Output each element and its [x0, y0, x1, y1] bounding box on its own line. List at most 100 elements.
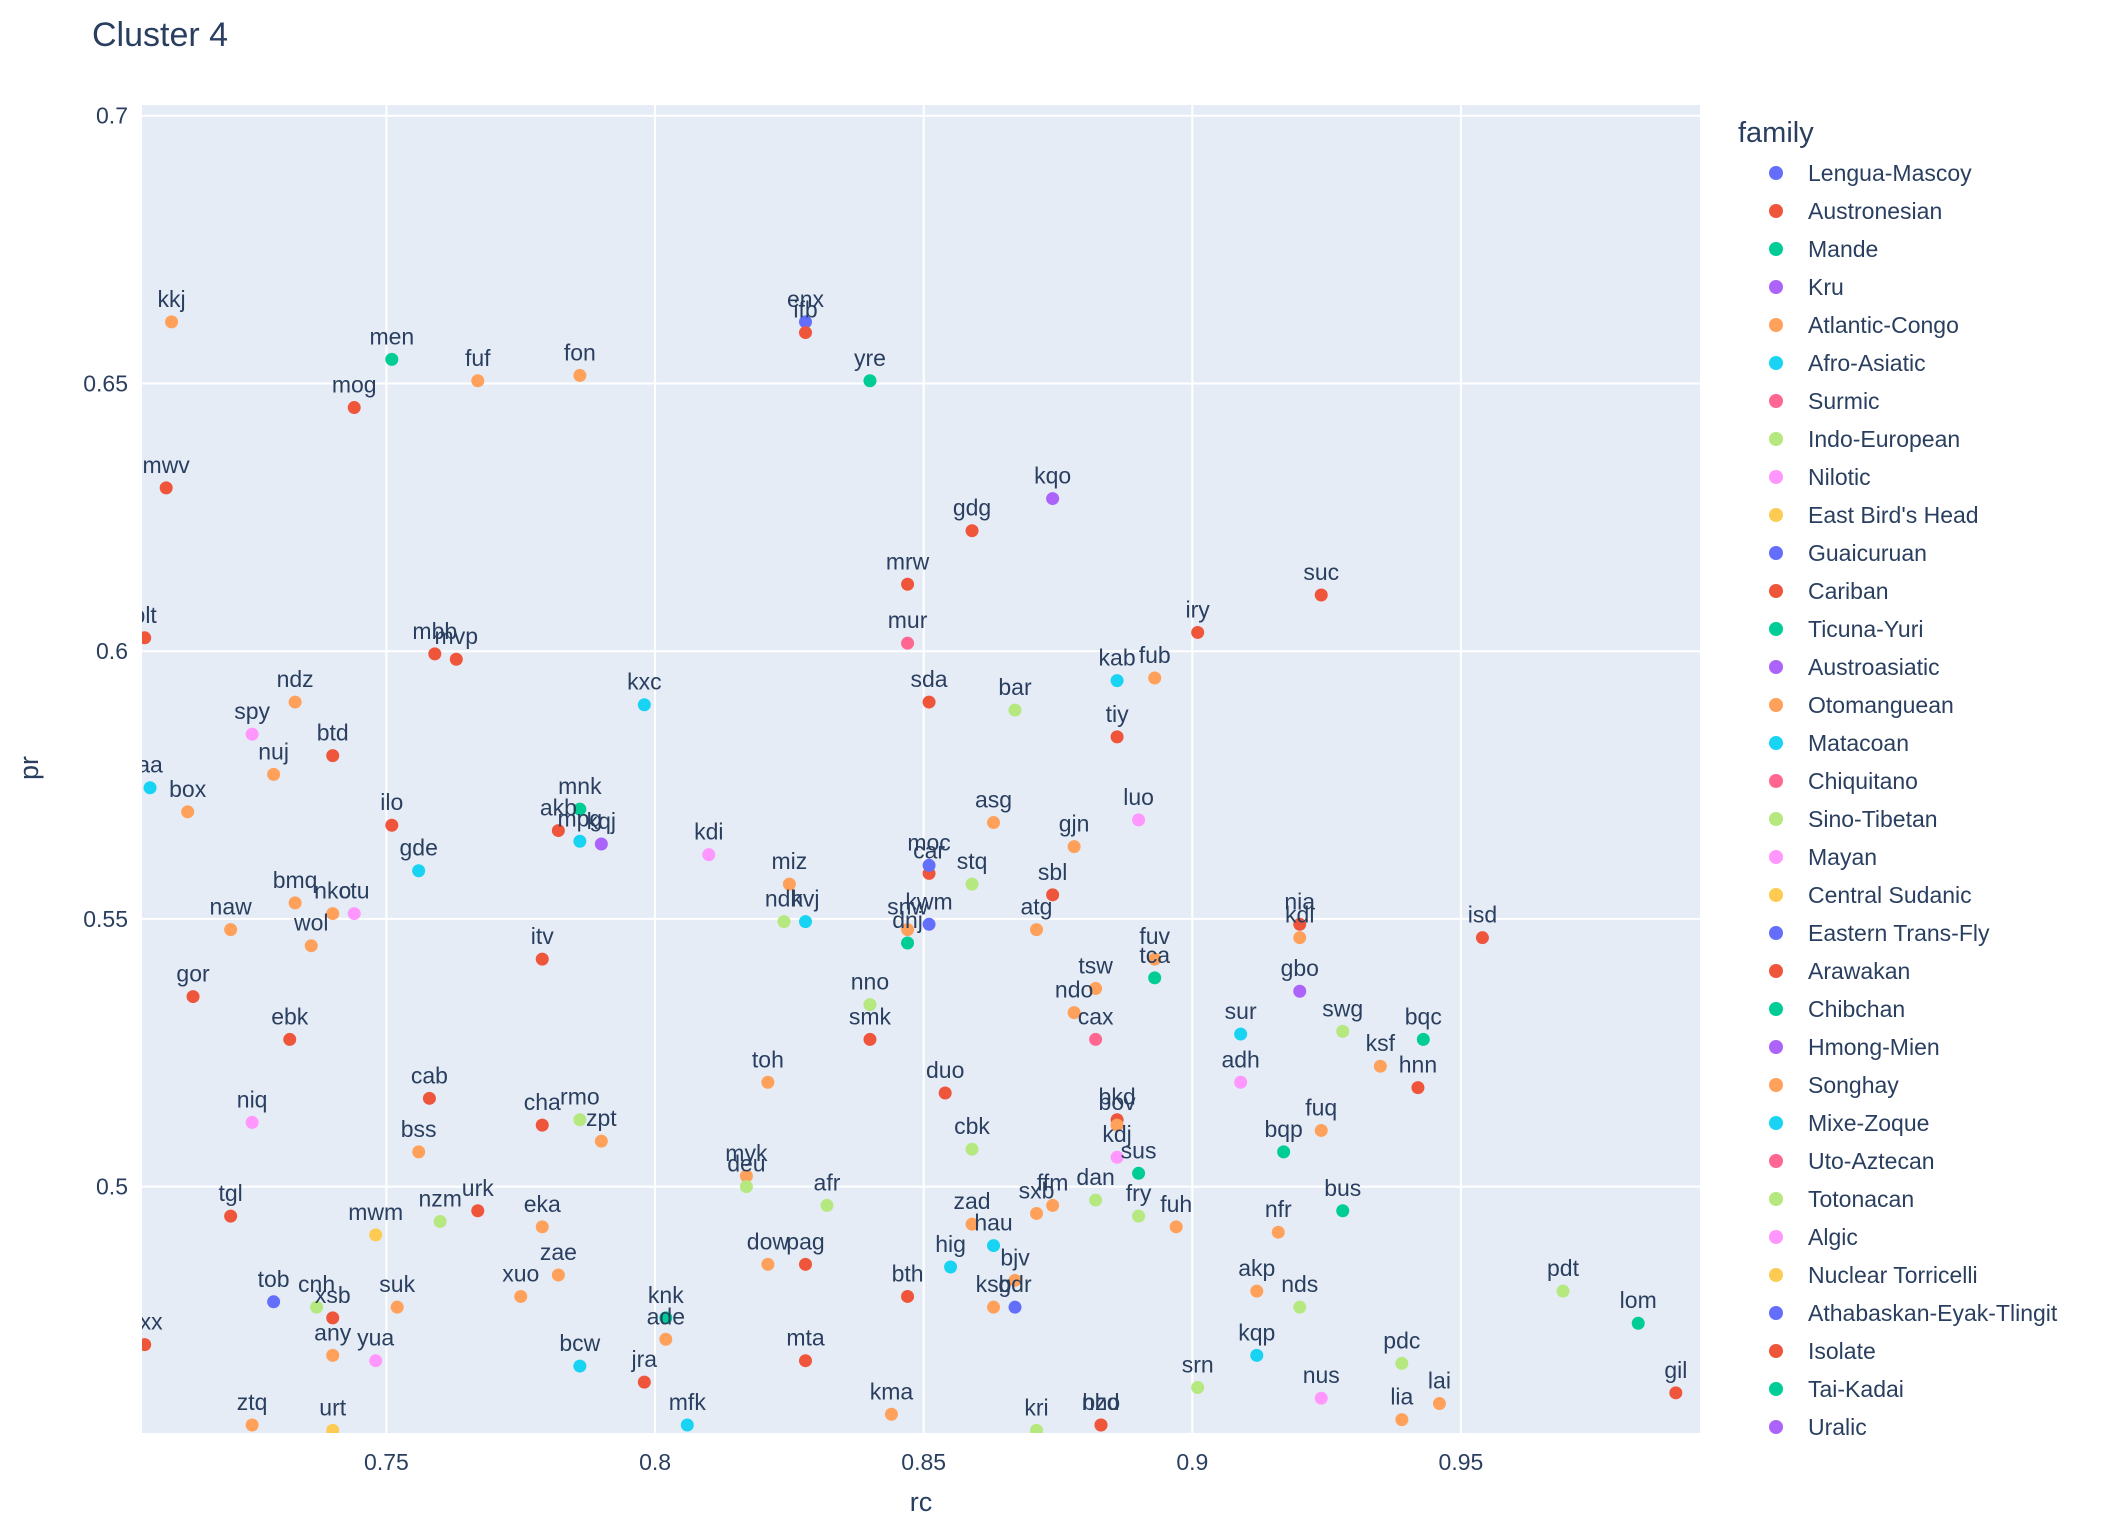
- point-label: isd: [1468, 902, 1497, 928]
- data-point: [471, 374, 485, 388]
- point-label: kvj: [791, 886, 819, 912]
- legend-item[interactable]: Totonacan: [1769, 1186, 1914, 1212]
- data-point: [863, 998, 877, 1012]
- data-point: [142, 631, 152, 645]
- legend-item[interactable]: Central Sudanic: [1769, 882, 1972, 908]
- legend-item[interactable]: Chiquitano: [1769, 768, 1918, 794]
- y-tick-label: 0.7: [96, 103, 128, 129]
- point-label: bss: [401, 1116, 437, 1142]
- data-point: [782, 877, 796, 891]
- legend-item[interactable]: Mande: [1769, 236, 1878, 262]
- legend-marker: [1769, 888, 1783, 902]
- legend-item[interactable]: Cariban: [1769, 578, 1889, 604]
- legend-item[interactable]: Ticuna-Yuri: [1769, 616, 1923, 642]
- point-label: niq: [237, 1086, 268, 1112]
- data-point: [901, 577, 915, 591]
- data-point: [659, 1332, 673, 1346]
- data-point: [1234, 1027, 1248, 1041]
- data-point: [1030, 1206, 1044, 1220]
- legend-item[interactable]: Guaicuruan: [1769, 540, 1927, 566]
- legend-label: Chiquitano: [1808, 768, 1918, 794]
- legend-item[interactable]: Algic: [1769, 1224, 1858, 1250]
- data-point: [1030, 923, 1044, 937]
- point-label: zad: [953, 1188, 990, 1214]
- legend-item[interactable]: Lengua-Mascoy: [1769, 160, 1972, 186]
- data-point: [1008, 1300, 1022, 1314]
- legend-item[interactable]: Austroasiatic: [1769, 654, 1940, 680]
- point-label: kxc: [627, 669, 662, 695]
- point-label: bth: [892, 1260, 924, 1286]
- point-label: cnh: [298, 1271, 335, 1297]
- data-point: [1314, 1391, 1328, 1405]
- point-label: nfr: [1265, 1196, 1292, 1222]
- point-label: ksb: [976, 1271, 1012, 1297]
- data-point: [428, 647, 442, 661]
- legend-item[interactable]: Afro-Asiatic: [1769, 350, 1926, 376]
- point-label: mog: [332, 372, 377, 398]
- legend-item[interactable]: Matacoan: [1769, 730, 1909, 756]
- data-point: [1336, 1024, 1350, 1038]
- legend-item[interactable]: Hmong-Mien: [1769, 1034, 1940, 1060]
- legend-item[interactable]: Indo-European: [1769, 426, 1960, 452]
- legend-item[interactable]: Austronesian: [1769, 198, 1942, 224]
- data-point: [412, 1145, 426, 1159]
- data-point: [390, 1300, 404, 1314]
- point-label: afr: [814, 1169, 841, 1195]
- legend-item[interactable]: Mixe-Zoque: [1769, 1110, 1929, 1136]
- point-label: nuj: [258, 738, 289, 764]
- legend-label: Mande: [1808, 236, 1878, 262]
- legend-marker: [1769, 1306, 1783, 1320]
- legend-item[interactable]: Isolate: [1769, 1338, 1876, 1364]
- legend-item[interactable]: Surmic: [1769, 388, 1880, 414]
- point-label: bzd: [1082, 1389, 1119, 1415]
- legend-label: Arawakan: [1808, 958, 1910, 984]
- legend-item[interactable]: Songhay: [1769, 1072, 1899, 1098]
- legend-item[interactable]: Atlantic-Congo: [1769, 312, 1959, 338]
- data-point: [245, 1418, 259, 1432]
- legend-item[interactable]: Eastern Trans-Fly: [1769, 920, 1990, 946]
- point-label: eka: [524, 1191, 561, 1217]
- data-point: [573, 1113, 587, 1127]
- data-point: [922, 858, 936, 872]
- legend-item[interactable]: Sino-Tibetan: [1769, 806, 1938, 832]
- data-point: [385, 352, 399, 366]
- legend-item[interactable]: Otomanguean: [1769, 692, 1954, 718]
- legend-item[interactable]: Nilotic: [1769, 464, 1871, 490]
- legend-item[interactable]: Nuclear Torricelli: [1769, 1262, 1978, 1288]
- point-label: moc: [907, 829, 950, 855]
- point-label: hnn: [1399, 1052, 1437, 1078]
- data-point: [944, 1260, 958, 1274]
- legend-item[interactable]: Uralic: [1769, 1414, 1867, 1440]
- legend-marker: [1769, 812, 1783, 826]
- data-point: [1089, 982, 1103, 996]
- legend-item[interactable]: Kru: [1769, 274, 1844, 300]
- legend-marker: [1769, 736, 1783, 750]
- legend-item[interactable]: Mayan: [1769, 844, 1877, 870]
- legend-item[interactable]: Chibchan: [1769, 996, 1905, 1022]
- point-label: atg: [1021, 894, 1053, 920]
- legend-marker: [1769, 1344, 1783, 1358]
- legend-marker: [1769, 470, 1783, 484]
- point-label: cab: [411, 1062, 448, 1088]
- data-point: [1373, 1059, 1387, 1073]
- legend-marker: [1769, 926, 1783, 940]
- legend-item[interactable]: East Bird's Head: [1769, 502, 1979, 528]
- legend-item[interactable]: Uto-Aztecan: [1769, 1148, 1935, 1174]
- legend-item[interactable]: Athabaskan-Eyak-Tlingit: [1769, 1300, 2058, 1326]
- point-label: asg: [975, 787, 1012, 813]
- point-label: yre: [854, 345, 886, 371]
- legend-item[interactable]: Arawakan: [1769, 958, 1910, 984]
- point-label: toh: [752, 1046, 784, 1072]
- data-point: [1293, 931, 1307, 945]
- data-point: [1169, 1220, 1183, 1234]
- data-point: [181, 805, 195, 819]
- data-point: [659, 1311, 673, 1325]
- point-label: miz: [771, 848, 807, 874]
- data-point: [283, 1032, 297, 1046]
- legend-item[interactable]: Tai-Kadai: [1769, 1376, 1904, 1402]
- data-point: [901, 936, 915, 950]
- point-label: mbb: [412, 618, 457, 644]
- data-point: [965, 1142, 979, 1156]
- point-label: tca: [1139, 942, 1170, 968]
- point-label: ebk: [271, 1003, 309, 1029]
